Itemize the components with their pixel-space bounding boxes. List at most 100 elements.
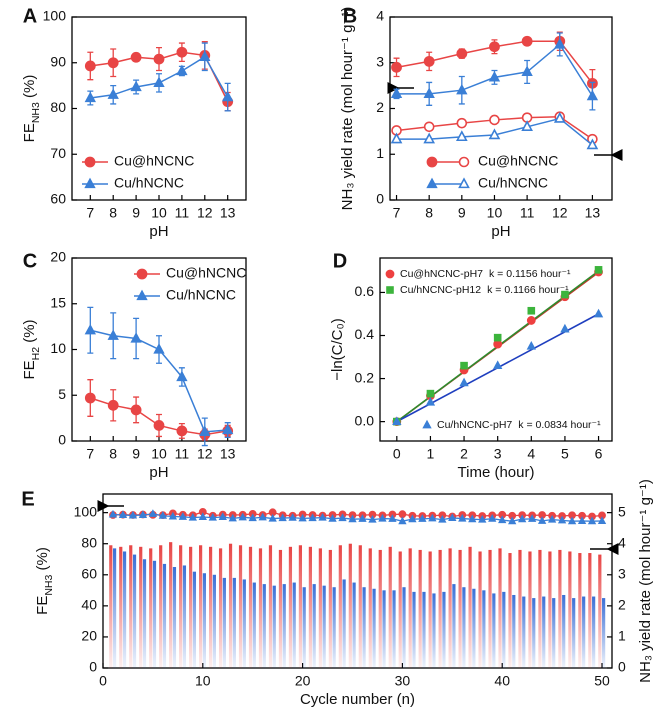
legend-k: k = 0.1166 hour⁻¹ [487,284,569,296]
bar [428,551,432,668]
marker [488,71,501,82]
bar [528,551,532,668]
legend-k: k = 0.0834 hour⁻¹ [518,419,601,431]
marker [597,516,607,525]
marker [208,512,217,521]
plot-frame [389,16,613,201]
marker [489,41,500,53]
marker [547,514,557,523]
legend-name: Cu/hNCNC-pH12 [400,284,481,296]
bar [398,551,402,668]
marker [136,289,148,301]
x-tick-label: 9 [132,205,140,221]
marker [537,516,547,524]
y-axis-title: NH₃ yield rate (mol hour⁻¹ g⁻¹) [339,7,356,211]
marker [423,87,435,99]
marker [130,51,142,63]
marker [84,91,96,103]
bar [422,591,426,668]
bar [438,549,442,668]
x-tick-label: 8 [425,205,433,221]
y-tick-label: 4 [376,8,384,24]
legend-label: Cu/hNCNC-pH12 k = 0.1166 hour⁻¹ [400,284,569,296]
y-tick-label: 90 [50,53,66,69]
marker [586,89,599,101]
marker [422,419,432,429]
marker [460,361,468,370]
y-axis-title: FENH3 (%) [34,547,55,615]
y-tick-label: 80 [50,99,66,115]
bar [288,546,293,668]
bar [462,587,466,668]
bar [488,549,492,668]
y-tick-label: 70 [50,145,66,161]
bar [518,549,522,668]
x-tick-label: 10 [151,205,167,221]
marker [178,512,188,520]
x-tick-label: 8 [109,446,117,462]
y-tick-label: 5 [58,386,66,402]
marker [426,177,438,189]
bar [162,563,167,668]
marker [458,177,470,189]
marker [526,316,536,325]
y-axis-title: −ln(C/C₀) [329,318,346,380]
bar [498,548,502,668]
y-tick-label: 40 [81,597,97,613]
y-tick-label: 1 [376,145,384,161]
bar [322,585,326,668]
bar [328,549,332,668]
marker [554,38,566,49]
x-tick-label: 11 [520,205,535,221]
marker [84,177,96,189]
marker [459,377,469,387]
marker [128,510,138,519]
bar [378,549,382,668]
bar [282,584,286,668]
bar [542,596,546,668]
plot-frame [71,16,247,201]
marker [455,130,468,142]
bar [522,596,526,668]
x-tick-label: 13 [585,205,601,221]
x-tick-label: 40 [494,673,510,689]
marker [391,61,402,73]
bar [538,549,542,668]
marker [153,343,165,354]
bar [502,591,506,668]
marker [153,420,165,431]
x-axis-title: pH [149,464,168,481]
y2-tick-label: 0 [618,659,626,675]
marker [107,88,119,99]
y-tick-label: 0.4 [355,326,375,342]
bar [582,596,586,668]
bar [548,551,552,668]
bar [558,549,562,668]
marker [84,156,96,168]
bar [308,546,312,668]
bar [122,551,127,668]
bar [492,593,496,668]
bar [268,545,273,668]
y-axis-title-part: H2 [30,347,42,361]
x-tick-label: 6 [595,446,603,462]
x-tick-label: 4 [527,446,535,462]
bar [129,545,133,668]
marker [448,513,457,521]
legend-label: Cu/hNCNC [478,175,548,191]
bar [132,554,137,668]
marker [390,87,403,99]
marker [168,511,178,520]
bar [248,546,253,668]
x-axis-title: Cycle number (n) [300,691,415,708]
marker [368,514,377,523]
x-tick-label: 10 [151,446,167,462]
marker [398,516,407,525]
bar [109,545,113,668]
marker [426,156,438,168]
marker [468,514,477,523]
bar [352,582,356,668]
x-tick-label: 1 [427,446,435,462]
x-tick-label: 10 [195,673,211,689]
